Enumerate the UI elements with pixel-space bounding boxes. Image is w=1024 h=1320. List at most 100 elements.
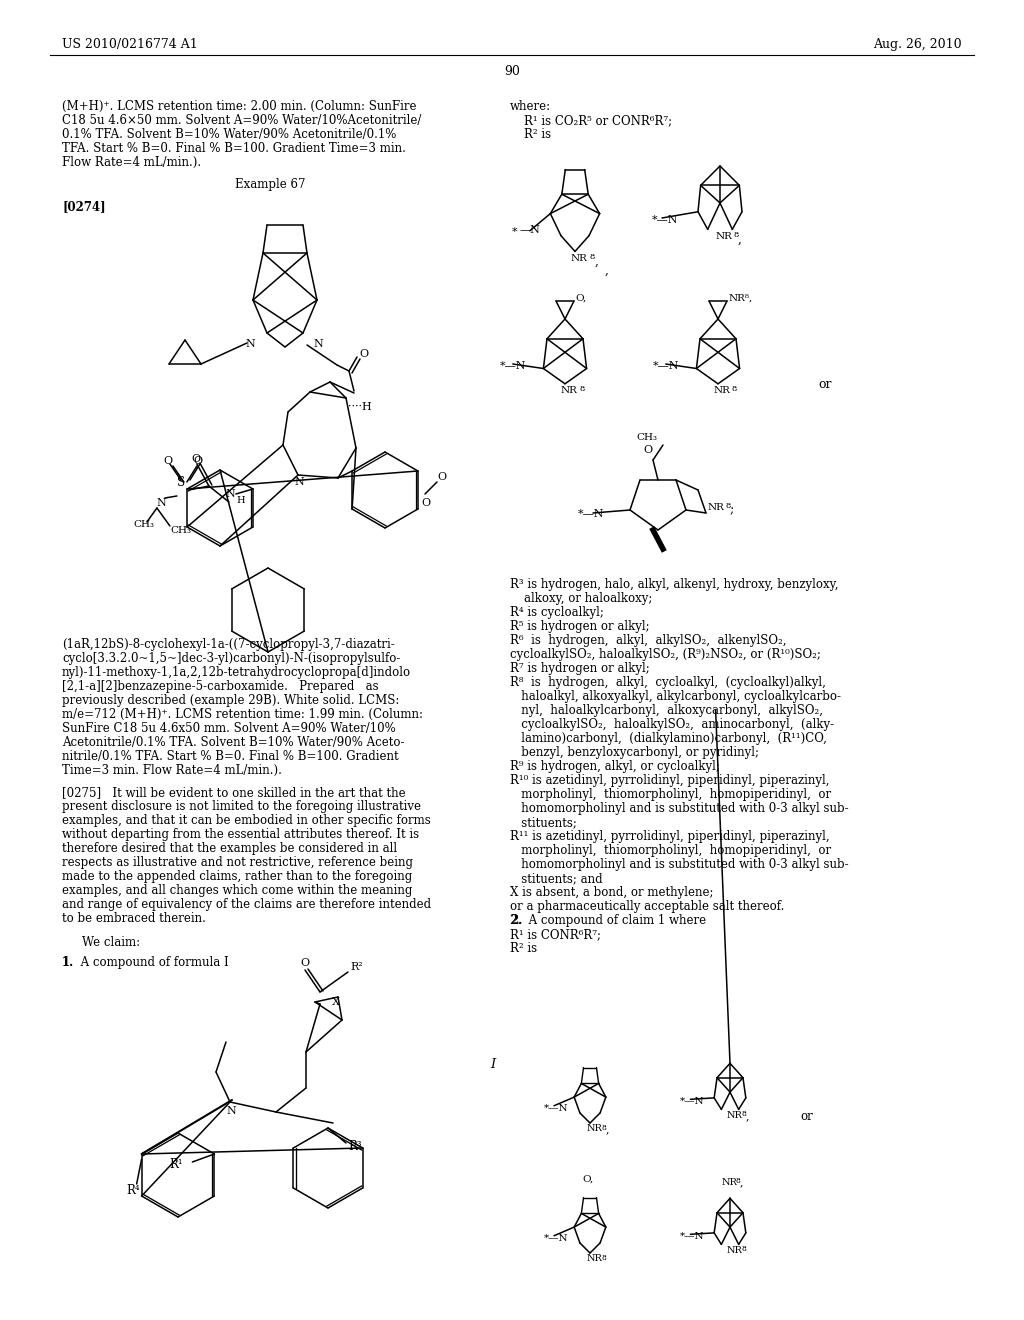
Text: *—N: *—N bbox=[680, 1097, 705, 1106]
Text: 8: 8 bbox=[602, 1254, 607, 1262]
Text: Acetonitrile/0.1% TFA. Solvent B=10% Water/90% Aceto-: Acetonitrile/0.1% TFA. Solvent B=10% Wat… bbox=[62, 737, 404, 748]
Text: cycloalkylSO₂,  haloalkylSO₂,  aminocarbonyl,  (alky-: cycloalkylSO₂, haloalkylSO₂, aminocarbon… bbox=[510, 718, 835, 731]
Text: X is absent, a bond, or methylene;: X is absent, a bond, or methylene; bbox=[510, 886, 714, 899]
Text: 8: 8 bbox=[734, 231, 739, 239]
Text: NR: NR bbox=[714, 385, 731, 395]
Text: respects as illustrative and not restrictive, reference being: respects as illustrative and not restric… bbox=[62, 855, 413, 869]
Text: N: N bbox=[313, 339, 323, 348]
Text: or: or bbox=[800, 1110, 813, 1123]
Text: stituents;: stituents; bbox=[510, 816, 577, 829]
Text: homomorpholinyl and is substituted with 0-3 alkyl sub-: homomorpholinyl and is substituted with … bbox=[510, 858, 849, 871]
Text: R⁴ is cycloalkyl;: R⁴ is cycloalkyl; bbox=[510, 606, 604, 619]
Text: *—N: *—N bbox=[652, 215, 679, 224]
Text: nyl,  haloalkylcarbonyl,  alkoxycarbonyl,  alkylSO₂,: nyl, haloalkylcarbonyl, alkoxycarbonyl, … bbox=[510, 704, 823, 717]
Text: ,: , bbox=[595, 255, 599, 268]
Text: —N: —N bbox=[520, 224, 541, 235]
Text: 8: 8 bbox=[602, 1123, 607, 1131]
Text: C18 5u 4.6×50 mm. Solvent A=90% Water/10%Acetonitrile/: C18 5u 4.6×50 mm. Solvent A=90% Water/10… bbox=[62, 114, 421, 127]
Text: 1.: 1. bbox=[62, 956, 75, 969]
Text: R¹¹ is azetidinyl, pyrrolidinyl, piperidinyl, piperazinyl,: R¹¹ is azetidinyl, pyrrolidinyl, piperid… bbox=[510, 830, 829, 843]
Text: nyl)-11-methoxy-1,1a,2,12b-tetrahydrocyclopropa[d]indolo: nyl)-11-methoxy-1,1a,2,12b-tetrahydrocyc… bbox=[62, 667, 411, 678]
Text: 2.: 2. bbox=[510, 913, 522, 927]
Text: 8: 8 bbox=[742, 1110, 746, 1118]
Text: ,: , bbox=[746, 1111, 750, 1121]
Text: *—N: *—N bbox=[544, 1104, 568, 1113]
Text: without departing from the essential attributes thereof. It is: without departing from the essential att… bbox=[62, 828, 419, 841]
Text: We claim:: We claim: bbox=[82, 936, 140, 949]
Text: R⁹ is hydrogen, alkyl, or cycloalkyl;: R⁹ is hydrogen, alkyl, or cycloalkyl; bbox=[510, 760, 720, 774]
Text: O,: O, bbox=[575, 294, 587, 302]
Text: made to the appended claims, rather than to the foregoing: made to the appended claims, rather than… bbox=[62, 870, 413, 883]
Text: ····H: ····H bbox=[348, 403, 372, 412]
Text: N: N bbox=[157, 498, 167, 508]
Text: *—N: *—N bbox=[680, 1232, 705, 1241]
Text: N: N bbox=[294, 477, 304, 487]
Text: Aug. 26, 2010: Aug. 26, 2010 bbox=[873, 38, 962, 51]
Text: 8: 8 bbox=[732, 384, 737, 393]
Text: NR: NR bbox=[587, 1254, 603, 1263]
Text: R¹ is CONR⁶R⁷;: R¹ is CONR⁶R⁷; bbox=[510, 928, 601, 941]
Text: R²: R² bbox=[350, 962, 362, 972]
Text: N: N bbox=[226, 1106, 236, 1115]
Text: *—N: *—N bbox=[653, 362, 680, 371]
Text: O: O bbox=[421, 498, 430, 508]
Text: Time=3 min. Flow Rate=4 mL/min.).: Time=3 min. Flow Rate=4 mL/min.). bbox=[62, 764, 282, 777]
Text: NR: NR bbox=[727, 1111, 742, 1119]
Text: ,: , bbox=[738, 232, 741, 246]
Text: *—N: *—N bbox=[500, 362, 526, 371]
Text: N: N bbox=[226, 488, 236, 499]
Text: TFA. Start % B=0. Final % B=100. Gradient Time=3 min.: TFA. Start % B=0. Final % B=100. Gradien… bbox=[62, 143, 406, 154]
Text: homomorpholinyl and is substituted with 0-3 alkyl sub-: homomorpholinyl and is substituted with … bbox=[510, 803, 849, 814]
Text: CH₃: CH₃ bbox=[636, 433, 657, 442]
Text: therefore desired that the examples be considered in all: therefore desired that the examples be c… bbox=[62, 842, 397, 855]
Text: N: N bbox=[246, 339, 255, 348]
Text: O: O bbox=[163, 455, 172, 466]
Text: X: X bbox=[332, 997, 340, 1007]
Text: examples, and that it can be embodied in other specific forms: examples, and that it can be embodied in… bbox=[62, 814, 431, 828]
Text: 8: 8 bbox=[589, 253, 594, 261]
Text: or a pharmaceutically acceptable salt thereof.: or a pharmaceutically acceptable salt th… bbox=[510, 900, 784, 913]
Text: [2,1-a][2]benzazepine-5-carboxamide.   Prepared   as: [2,1-a][2]benzazepine-5-carboxamide. Pre… bbox=[62, 680, 379, 693]
Text: ,: , bbox=[740, 1177, 743, 1187]
Text: lamino)carbonyl,  (dialkylamino)carbonyl,  (R¹¹)CO,: lamino)carbonyl, (dialkylamino)carbonyl,… bbox=[510, 733, 826, 744]
Text: R¹⁰ is azetidinyl, pyrrolidinyl, piperidinyl, piperazinyl,: R¹⁰ is azetidinyl, pyrrolidinyl, piperid… bbox=[510, 774, 829, 787]
Text: ,: , bbox=[606, 1125, 609, 1134]
Text: 2.  A compound of claim 1 where: 2. A compound of claim 1 where bbox=[510, 913, 707, 927]
Text: NR: NR bbox=[561, 385, 578, 395]
Text: NR⁸,: NR⁸, bbox=[729, 294, 753, 302]
Text: 8: 8 bbox=[742, 1245, 746, 1253]
Text: NR: NR bbox=[587, 1125, 603, 1134]
Text: R² is: R² is bbox=[524, 128, 551, 141]
Text: NR: NR bbox=[722, 1177, 738, 1187]
Text: to be embraced therein.: to be embraced therein. bbox=[62, 912, 206, 925]
Text: *—N: *—N bbox=[544, 1234, 568, 1242]
Text: NR: NR bbox=[716, 232, 733, 242]
Text: R⁸  is  hydrogen,  alkyl,  cycloalkyl,  (cycloalkyl)alkyl,: R⁸ is hydrogen, alkyl, cycloalkyl, (cycl… bbox=[510, 676, 826, 689]
Text: and range of equivalency of the claims are therefore intended: and range of equivalency of the claims a… bbox=[62, 898, 431, 911]
Text: O: O bbox=[437, 473, 446, 482]
Text: O: O bbox=[643, 445, 652, 455]
Text: SunFire C18 5u 4.6x50 mm. Solvent A=90% Water/10%: SunFire C18 5u 4.6x50 mm. Solvent A=90% … bbox=[62, 722, 395, 735]
Text: nitrile/0.1% TFA. Start % B=0. Final % B=100. Gradient: nitrile/0.1% TFA. Start % B=0. Final % B… bbox=[62, 750, 398, 763]
Text: previously described (example 29B). White solid. LCMS:: previously described (example 29B). Whit… bbox=[62, 694, 399, 708]
Text: NR: NR bbox=[571, 255, 588, 264]
Text: O: O bbox=[359, 348, 368, 359]
Text: morpholinyl,  thiomorpholinyl,  homopiperidinyl,  or: morpholinyl, thiomorpholinyl, homopiperi… bbox=[510, 843, 831, 857]
Text: where:: where: bbox=[510, 100, 551, 114]
Text: R⁷ is hydrogen or alkyl;: R⁷ is hydrogen or alkyl; bbox=[510, 663, 650, 675]
Text: R⁶  is  hydrogen,  alkyl,  alkylSO₂,  alkenylSO₂,: R⁶ is hydrogen, alkyl, alkylSO₂, alkenyl… bbox=[510, 634, 786, 647]
Text: haloalkyl, alkoxyalkyl, alkylcarbonyl, cycloalkylcarbo-: haloalkyl, alkoxyalkyl, alkylcarbonyl, c… bbox=[510, 690, 841, 704]
Text: *: * bbox=[512, 227, 518, 236]
Text: 0.1% TFA. Solvent B=10% Water/90% Acetonitrile/0.1%: 0.1% TFA. Solvent B=10% Water/90% Aceton… bbox=[62, 128, 396, 141]
Text: examples, and all changes which come within the meaning: examples, and all changes which come wit… bbox=[62, 884, 413, 898]
Text: 1.  A compound of formula I: 1. A compound of formula I bbox=[62, 956, 228, 969]
Text: Flow Rate=4 mL/min.).: Flow Rate=4 mL/min.). bbox=[62, 156, 201, 169]
Text: m/e=712 (M+H)⁺. LCMS retention time: 1.99 min. (Column:: m/e=712 (M+H)⁺. LCMS retention time: 1.9… bbox=[62, 708, 423, 721]
Text: CH₃: CH₃ bbox=[170, 525, 190, 535]
Text: R³: R³ bbox=[348, 1140, 361, 1152]
Text: CH₃: CH₃ bbox=[133, 520, 154, 529]
Text: NR: NR bbox=[727, 1246, 742, 1255]
Text: R¹: R¹ bbox=[169, 1158, 183, 1171]
Text: O: O bbox=[190, 454, 200, 465]
Text: R³ is hydrogen, halo, alkyl, alkenyl, hydroxy, benzyloxy,: R³ is hydrogen, halo, alkyl, alkenyl, hy… bbox=[510, 578, 839, 591]
